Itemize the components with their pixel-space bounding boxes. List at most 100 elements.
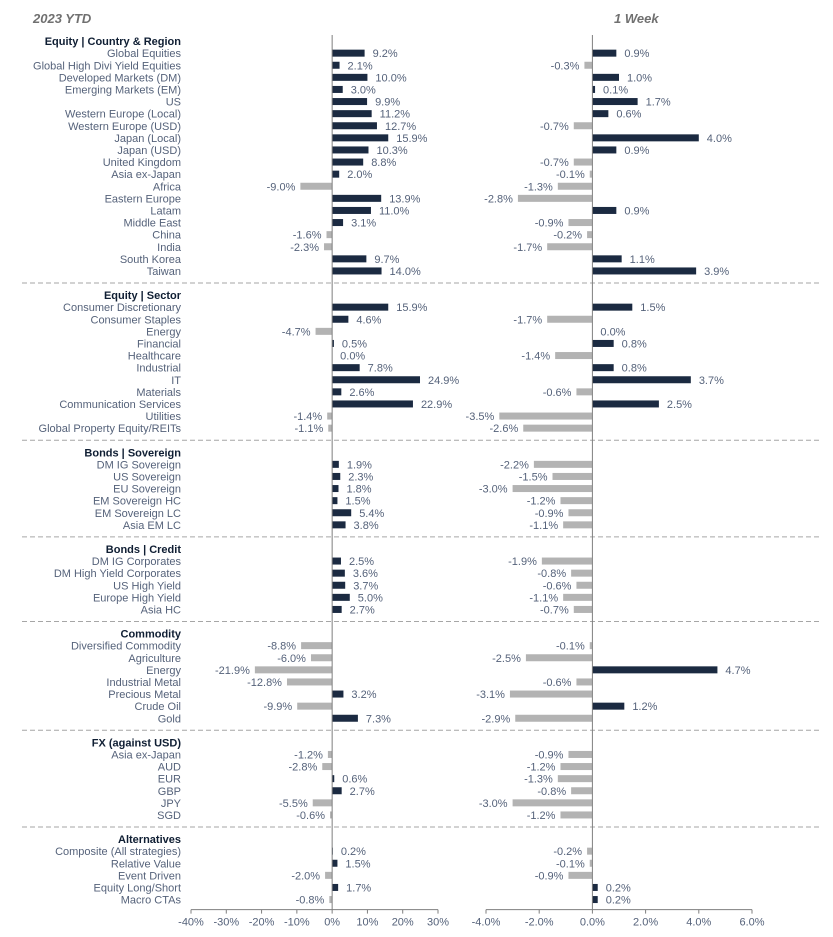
week-value-label: -0.1% xyxy=(556,169,585,181)
week-value-label: 0.9% xyxy=(624,145,649,157)
ytd-tick-label: 10% xyxy=(356,917,378,929)
ytd-value-label: 3.6% xyxy=(353,568,378,580)
ytd-tick-label: -40% xyxy=(178,917,204,929)
week-bar xyxy=(576,678,593,686)
ytd-bar xyxy=(332,472,341,480)
ytd-tick-label: 20% xyxy=(392,917,414,929)
week-value-label: -1.2% xyxy=(527,762,556,774)
ytd-bar xyxy=(332,98,368,106)
week-value-label: -0.1% xyxy=(556,858,585,870)
week-bar xyxy=(525,654,593,662)
week-bar xyxy=(589,170,593,178)
ytd-value-label: -4.7% xyxy=(282,326,311,338)
ytd-value-label: 8.8% xyxy=(371,157,396,169)
category-label: Latam xyxy=(150,205,181,217)
category-label: EU Sovereign xyxy=(113,484,181,496)
week-value-label: 0.9% xyxy=(624,48,649,60)
ytd-bar xyxy=(332,255,367,263)
category-label: SGD xyxy=(157,810,181,822)
week-value-label: -0.7% xyxy=(540,121,569,133)
week-bar xyxy=(568,509,593,517)
ytd-bar xyxy=(312,799,333,807)
week-bar xyxy=(589,859,593,867)
week-value-label: -1.3% xyxy=(524,181,553,193)
ytd-value-label: 13.9% xyxy=(389,193,420,205)
category-label: DM IG Corporates xyxy=(92,556,182,568)
week-bar xyxy=(592,666,718,674)
week-bar xyxy=(560,497,593,505)
category-label: Asia EM LC xyxy=(123,520,181,532)
category-label: Agriculture xyxy=(128,653,181,665)
category-label: Asia HC xyxy=(141,604,181,616)
ytd-value-label: 1.8% xyxy=(346,484,371,496)
category-label: US Sovereign xyxy=(113,471,181,483)
category-label: Europe High Yield xyxy=(93,592,181,604)
week-bar xyxy=(568,871,593,879)
ytd-value-label: 1.5% xyxy=(345,496,370,508)
ytd-bar xyxy=(332,206,371,214)
ytd-bar xyxy=(300,182,333,190)
week-bar xyxy=(592,896,598,904)
ytd-bar xyxy=(332,303,389,311)
week-value-label: -3.0% xyxy=(479,798,508,810)
week-bar xyxy=(592,255,622,263)
ytd-tick-label: 30% xyxy=(427,917,449,929)
week-bar xyxy=(560,811,593,819)
week-value-label: -0.8% xyxy=(537,786,566,798)
category-label: Equity Long/Short xyxy=(94,882,181,894)
ytd-bar xyxy=(332,49,365,57)
ytd-value-label: 15.9% xyxy=(396,302,427,314)
ytd-value-label: 2.6% xyxy=(349,387,374,399)
section-title-equity-country-region: Equity | Country & Region xyxy=(45,36,182,48)
week-value-label: -0.9% xyxy=(535,218,564,230)
week-value-label: -1.4% xyxy=(521,351,550,363)
week-bar xyxy=(557,182,593,190)
week-bar xyxy=(592,400,659,408)
ytd-bar xyxy=(332,158,364,166)
week-value-label: -0.2% xyxy=(553,230,582,242)
section-title-bonds-credit: Bonds | Credit xyxy=(106,544,182,556)
category-label: China xyxy=(152,230,182,242)
ytd-bar xyxy=(297,702,333,710)
category-label: Global High Divi Yield Equities xyxy=(33,60,181,72)
ytd-value-label: 3.2% xyxy=(351,689,376,701)
ytd-value-label: 1.7% xyxy=(346,882,371,894)
category-label: South Korea xyxy=(120,254,182,266)
ytd-bar xyxy=(332,146,369,154)
week-bar xyxy=(499,412,593,420)
category-label: India xyxy=(157,242,182,254)
week-bar xyxy=(592,376,691,384)
ytd-bar xyxy=(332,85,343,93)
week-bar xyxy=(587,231,593,239)
category-label: US High Yield xyxy=(113,580,181,592)
ytd-bar xyxy=(322,763,333,771)
week-value-label: 1.2% xyxy=(632,701,657,713)
week-bar xyxy=(592,73,619,81)
week-value-label: 4.7% xyxy=(725,665,750,677)
section-title-bonds-sovereign: Bonds | Sovereign xyxy=(84,447,181,459)
week-value-label: -1.7% xyxy=(513,242,542,254)
ytd-bar xyxy=(286,678,333,686)
category-label: Asia ex-Japan xyxy=(111,749,181,761)
week-value-label: 4.0% xyxy=(707,133,732,145)
week-bar xyxy=(573,158,593,166)
ytd-value-label: 4.6% xyxy=(356,314,381,326)
ytd-bar xyxy=(332,859,338,867)
ytd-panel-title: 2023 YTD xyxy=(32,11,92,26)
category-label: JPY xyxy=(161,798,182,810)
category-label: DM High Yield Corporates xyxy=(54,568,182,580)
ytd-value-label: -6.0% xyxy=(277,653,306,665)
category-label: Energy xyxy=(146,665,181,677)
week-bar xyxy=(563,521,593,529)
category-label: EUR xyxy=(158,774,181,786)
category-label: Western Europe (USD) xyxy=(68,121,181,133)
category-label: Gold xyxy=(158,713,181,725)
week-bar xyxy=(592,702,625,710)
category-label: Eastern Europe xyxy=(105,193,181,205)
week-bar xyxy=(592,85,596,93)
week-value-label: -0.1% xyxy=(556,641,585,653)
section-title-alternatives: Alternatives xyxy=(118,834,181,846)
week-bar xyxy=(592,110,609,118)
ytd-bar xyxy=(332,690,344,698)
ytd-bar xyxy=(332,134,389,142)
